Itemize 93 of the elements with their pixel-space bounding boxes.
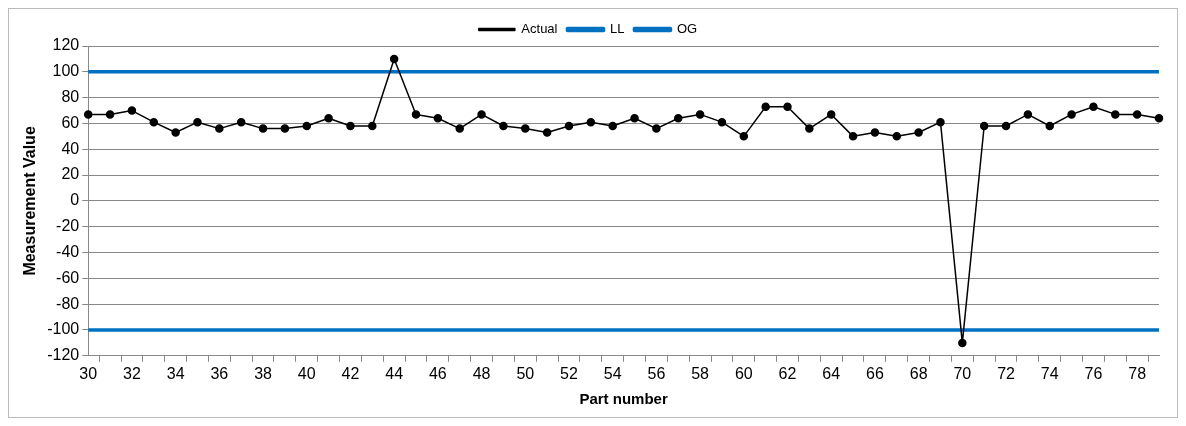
x-tick-label: 36 <box>210 364 229 382</box>
point <box>870 128 880 137</box>
point <box>433 114 443 123</box>
y-tick-label: -40 <box>56 242 80 260</box>
point <box>652 124 661 133</box>
x-tick-label: 62 <box>778 364 797 382</box>
point <box>673 114 683 123</box>
point <box>83 110 93 119</box>
x-tick-label: 54 <box>603 364 622 382</box>
point <box>521 124 530 133</box>
point <box>848 132 858 141</box>
y-tick-label: -100 <box>47 320 80 338</box>
point <box>1154 114 1164 123</box>
y-tick-label: 100 <box>52 62 80 80</box>
y-tick-label: 60 <box>61 113 80 131</box>
point <box>280 124 290 133</box>
point <box>958 338 967 348</box>
point <box>695 110 705 119</box>
point <box>630 114 639 123</box>
x-axis-title: Part number <box>579 390 668 408</box>
legend-label: Actual <box>521 21 558 37</box>
x-tick-label: 48 <box>472 364 491 382</box>
point <box>477 110 486 119</box>
point <box>127 106 137 115</box>
x-tick-label: 76 <box>1084 364 1103 382</box>
point <box>761 102 770 111</box>
point <box>193 117 202 127</box>
point <box>258 124 268 133</box>
point <box>389 54 399 64</box>
point <box>1045 121 1054 131</box>
point <box>542 128 552 137</box>
point <box>324 114 333 123</box>
x-tick-label: 50 <box>516 364 535 382</box>
x-tick-label: 68 <box>909 364 928 382</box>
x-tick-label: 64 <box>822 364 841 382</box>
point <box>455 124 464 133</box>
point <box>499 121 508 131</box>
y-tick-label: 80 <box>61 88 80 106</box>
point <box>892 132 902 141</box>
point <box>936 117 945 127</box>
point <box>1132 110 1142 119</box>
legend-label: OG <box>676 21 698 37</box>
point <box>979 121 989 131</box>
x-tick-label: 74 <box>1040 364 1059 382</box>
y-tick-label: -80 <box>56 294 80 312</box>
point <box>1111 110 1120 119</box>
x-tick-label: 34 <box>166 364 185 382</box>
x-tick-label: 66 <box>866 364 884 382</box>
point <box>564 121 574 131</box>
x-tick-label: 44 <box>385 364 404 382</box>
x-tick-label: 70 <box>953 364 972 382</box>
point <box>215 124 224 133</box>
legend-label: LL <box>609 21 625 37</box>
x-tick-label: 42 <box>341 364 360 382</box>
point <box>346 121 355 131</box>
y-axis-title: Measurement Value <box>21 126 39 276</box>
x-tick-label: 72 <box>997 364 1016 382</box>
y-tick-label: 20 <box>61 165 80 183</box>
point <box>1023 110 1033 119</box>
point <box>1089 102 1098 111</box>
x-tick-label: 32 <box>123 364 141 382</box>
point <box>914 128 923 137</box>
x-tick-label: 52 <box>560 364 578 382</box>
point <box>586 117 596 127</box>
x-tick-label: 60 <box>734 364 753 382</box>
x-tick-label: 56 <box>647 364 666 382</box>
x-tick-label: 46 <box>428 364 447 382</box>
point <box>739 132 749 141</box>
x-tick-label: 40 <box>297 364 316 382</box>
point <box>826 110 836 119</box>
x-tick-label: 78 <box>1128 364 1147 382</box>
point <box>411 110 421 119</box>
y-tick-label: 0 <box>70 191 80 209</box>
x-tick-label: 58 <box>691 364 710 382</box>
point <box>368 121 377 131</box>
point <box>1067 110 1076 119</box>
point <box>149 117 159 127</box>
point <box>805 124 814 133</box>
point <box>608 121 617 131</box>
x-tick-label: 30 <box>79 364 98 382</box>
x-tick-label: 38 <box>254 364 273 382</box>
point <box>717 117 727 127</box>
y-tick-label: 40 <box>61 139 80 157</box>
point <box>302 121 311 131</box>
point <box>1001 121 1011 131</box>
point <box>105 110 115 119</box>
point <box>171 128 180 137</box>
point <box>236 117 246 127</box>
y-tick-label: 120 <box>52 36 80 54</box>
y-tick-label: -60 <box>56 268 80 286</box>
y-tick-label: -120 <box>47 346 80 364</box>
y-tick-label: -20 <box>56 217 80 235</box>
point <box>783 102 792 111</box>
